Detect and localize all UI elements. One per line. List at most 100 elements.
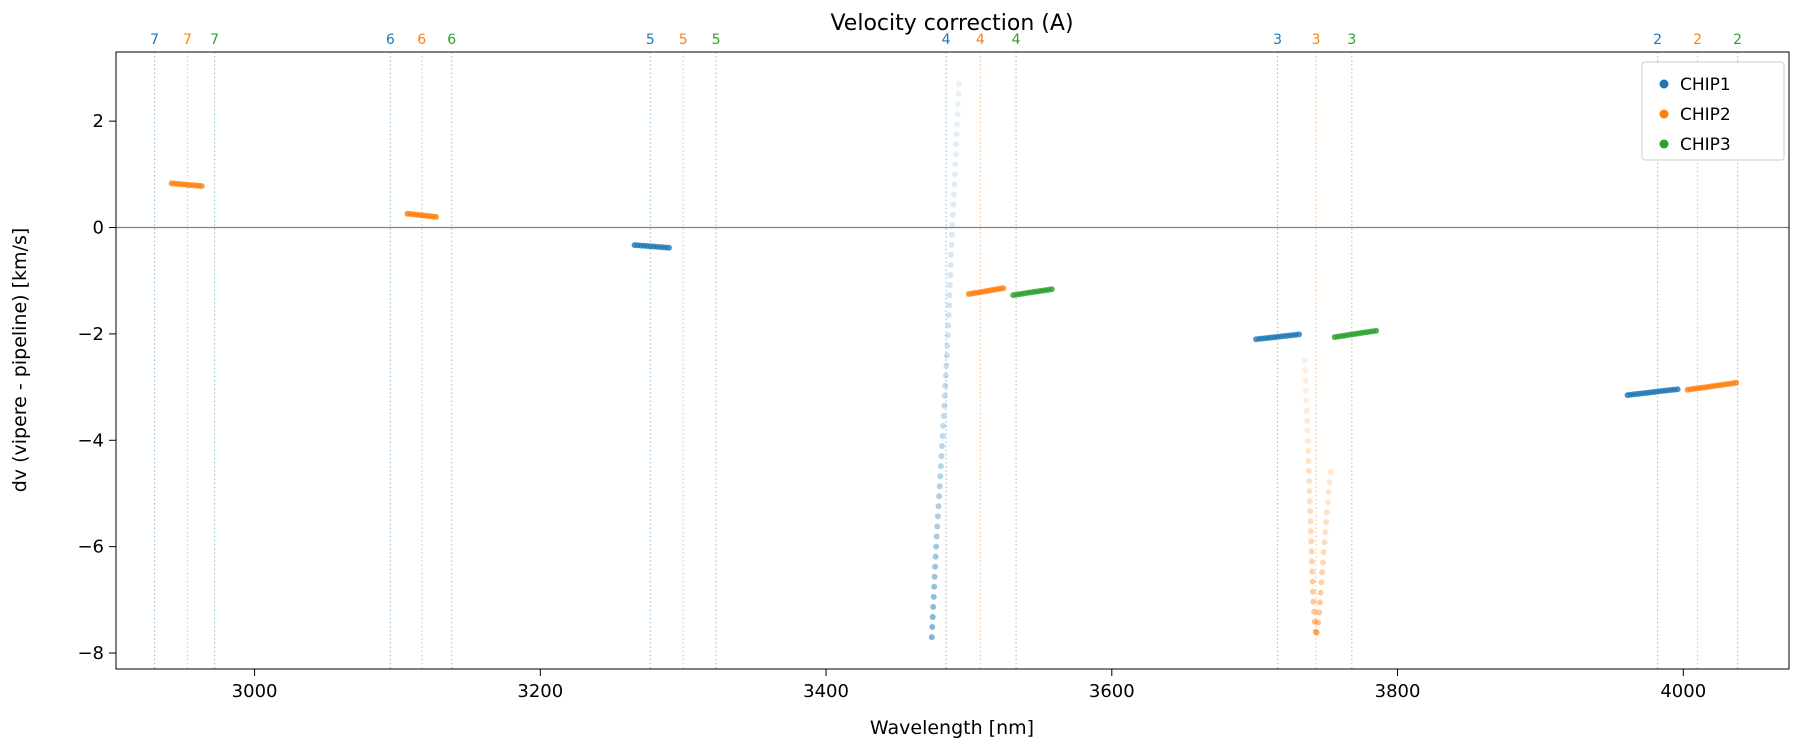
order-label-2-CHIP2: 2 xyxy=(1693,32,1702,48)
data-point xyxy=(954,111,961,118)
data-point xyxy=(933,533,940,540)
data-point xyxy=(1309,588,1316,595)
data-point xyxy=(946,292,953,299)
data-point xyxy=(1308,558,1315,565)
x-tick-label: 3000 xyxy=(232,681,278,702)
legend-label-CHIP1: CHIP1 xyxy=(1680,75,1731,95)
x-tick-label: 3400 xyxy=(803,681,849,702)
data-point xyxy=(952,151,959,158)
order-label-5-CHIP3: 5 xyxy=(712,32,721,48)
data-point xyxy=(940,422,947,429)
data-point xyxy=(937,473,944,480)
data-point xyxy=(198,183,205,189)
data-point xyxy=(1326,479,1333,486)
data-point xyxy=(955,101,961,107)
data-point xyxy=(938,453,945,460)
x-axis-label: Wavelength [nm] xyxy=(870,717,1034,739)
data-point xyxy=(1733,379,1740,386)
data-point xyxy=(953,141,960,148)
data-point xyxy=(1305,468,1312,474)
data-point xyxy=(1302,367,1309,374)
data-point xyxy=(1307,528,1314,535)
legend-label-CHIP2: CHIP2 xyxy=(1680,105,1731,125)
data-point xyxy=(933,543,940,550)
data-point xyxy=(1310,598,1317,605)
data-point xyxy=(1296,331,1302,338)
data-point xyxy=(945,312,952,319)
data-point xyxy=(1303,397,1310,404)
data-point xyxy=(1324,499,1331,506)
order-marker-lines: 7 7 7 6 6 6 5 5 5 4 4 4 3 3 3 2 2 2 xyxy=(150,32,1742,669)
data-point xyxy=(931,573,938,580)
data-point xyxy=(952,161,959,168)
chart-title: Velocity correction (A) xyxy=(830,11,1073,36)
data-point xyxy=(946,282,953,289)
data-point xyxy=(934,523,941,530)
data-point xyxy=(665,244,672,251)
data-point xyxy=(929,614,936,620)
data-point xyxy=(1311,608,1318,615)
order-label-3-CHIP3: 3 xyxy=(1347,32,1356,48)
order-label-3-CHIP1: 3 xyxy=(1273,32,1282,48)
data-point xyxy=(433,213,439,220)
data-point xyxy=(951,181,958,188)
data-point xyxy=(955,91,962,97)
data-point xyxy=(1302,377,1309,384)
order-label-2-CHIP1: 2 xyxy=(1653,32,1662,48)
legend-box xyxy=(1641,61,1785,161)
data-point xyxy=(1308,538,1315,545)
data-point xyxy=(1303,407,1310,414)
data-point xyxy=(1322,529,1329,536)
data-point xyxy=(1323,509,1330,516)
data-point xyxy=(1316,609,1323,616)
order-label-4-CHIP1: 4 xyxy=(942,32,951,48)
data-point xyxy=(943,352,950,359)
y-tick-label: −6 xyxy=(77,537,104,558)
data-point xyxy=(1307,518,1314,525)
order-label-6-CHIP3: 6 xyxy=(447,32,456,48)
data-point xyxy=(1317,589,1324,596)
data-point xyxy=(1318,579,1325,586)
legend: CHIP1 CHIP2 CHIP3 xyxy=(1641,61,1785,161)
order-label-5-CHIP2: 5 xyxy=(679,32,688,48)
y-axis-label: dv (vipere - pipeline) [km/s] xyxy=(9,228,31,493)
data-point xyxy=(954,121,961,128)
data-point xyxy=(934,513,941,520)
data-point xyxy=(1311,618,1318,625)
y-tick-label: −4 xyxy=(77,430,104,451)
series-CHIP3 xyxy=(1010,286,1380,341)
data-point xyxy=(951,171,958,178)
data-point xyxy=(1323,519,1330,526)
data-point xyxy=(1306,498,1313,505)
data-point xyxy=(950,201,957,208)
data-point xyxy=(1319,559,1326,566)
data-point xyxy=(943,362,950,369)
data-point xyxy=(941,392,948,399)
data-point xyxy=(1321,539,1328,546)
data-point xyxy=(1315,619,1322,626)
y-tick-label: 2 xyxy=(93,111,104,132)
data-point xyxy=(936,493,943,500)
data-point xyxy=(944,342,951,349)
x-tick-label: 3200 xyxy=(517,681,563,702)
data-point xyxy=(930,593,937,600)
data-point xyxy=(1306,488,1313,495)
plot-content: 7 7 7 6 6 6 5 5 5 4 4 4 3 3 3 2 2 2 3000 3200 3400 3600 3800 40… xyxy=(77,32,1790,702)
axis-ticks: 3000 3200 3400 3600 3800 4000 2 0 −2 −4 −6 −8 xyxy=(77,111,1706,702)
data-point xyxy=(1316,599,1323,606)
data-point xyxy=(1373,327,1380,334)
data-point xyxy=(1313,629,1320,636)
data-point xyxy=(946,302,953,309)
data-point xyxy=(939,433,946,439)
data-point xyxy=(1304,437,1311,444)
data-point xyxy=(1319,569,1326,576)
data-point xyxy=(1325,489,1332,496)
data-point xyxy=(947,272,954,278)
data-point xyxy=(1674,386,1681,393)
data-point xyxy=(1307,508,1314,515)
data-point xyxy=(949,221,956,228)
data-point xyxy=(942,372,949,379)
legend-marker-CHIP3 xyxy=(1659,139,1669,149)
